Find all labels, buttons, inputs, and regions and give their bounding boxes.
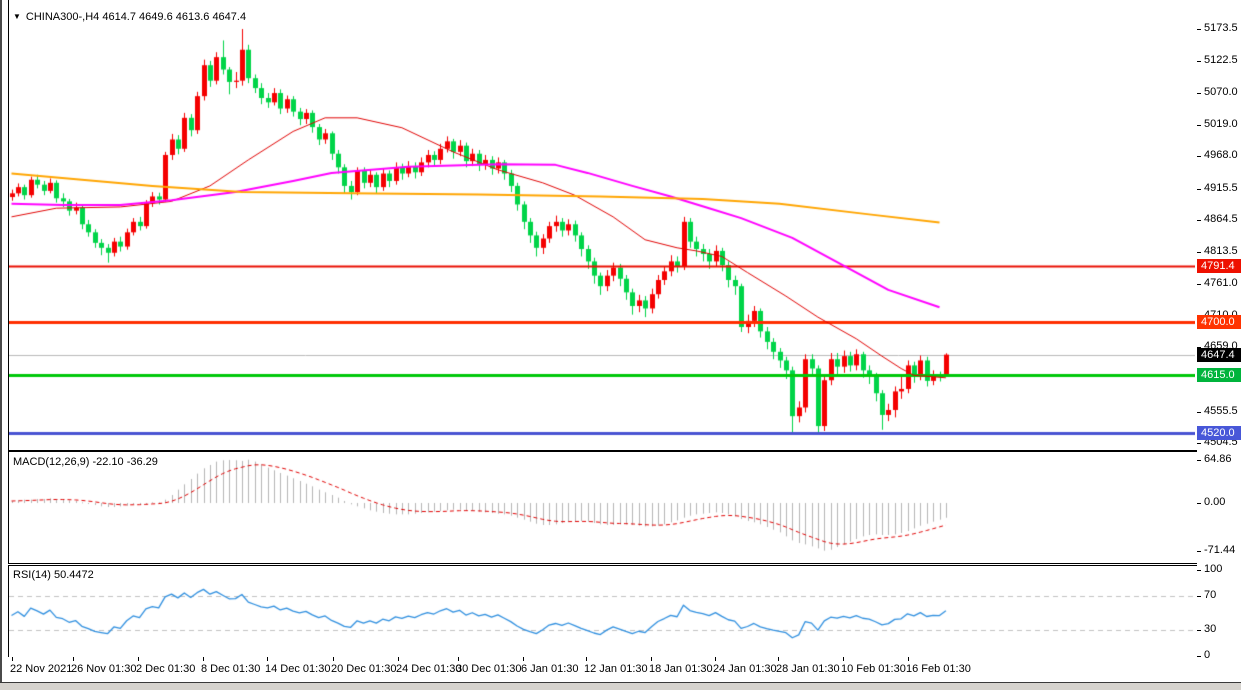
axis-tick (1197, 551, 1201, 552)
time-axis-tick (843, 657, 844, 661)
axis-tick (1197, 630, 1201, 631)
time-axis-tick (203, 657, 204, 661)
axis-label: 5122.5 (1204, 54, 1238, 66)
time-axis-tick (398, 657, 399, 661)
axis-tick (1197, 656, 1201, 657)
time-axis-tick (458, 657, 459, 661)
time-axis-label: 30 Dec 01:30 (456, 663, 522, 675)
axis-label: 4864.5 (1204, 213, 1238, 225)
time-axis-tick (523, 657, 524, 661)
macd-panel: MACD(12,26,9) -22.10 -36.29 (8, 451, 1198, 564)
rsi-panel: RSI(14) 50.4472 (8, 565, 1198, 658)
axis-tick (1197, 596, 1201, 597)
chart-title-text: CHINA300-,H4 4614.7 4649.6 4613.6 4647.4 (25, 11, 247, 23)
axis-label: 64.86 (1204, 453, 1232, 465)
time-axis-label: 16 Feb 01:30 (906, 663, 971, 675)
time-axis-label: 22 Nov 2021 (10, 663, 73, 675)
time-axis-tick (715, 657, 716, 661)
price-tag: 4615.0 (1197, 368, 1241, 382)
axis-tick (1197, 220, 1201, 221)
price-chart-panel: ▼ CHINA300-,H4 4614.7 4649.6 4613.6 4647.… (8, 0, 1198, 451)
time-axis-tick (908, 657, 909, 661)
axis-label: 4968.0 (1204, 149, 1238, 161)
axis-label: 4915.5 (1204, 182, 1238, 194)
axis-tick (1197, 189, 1201, 190)
axis-tick (1197, 156, 1201, 157)
time-axis-label: 24 Jan 01:30 (713, 663, 777, 675)
price-tag: 4700.0 (1197, 315, 1241, 329)
time-axis-label: 10 Feb 01:30 (841, 663, 906, 675)
window-bottom-strip (0, 682, 1241, 690)
axis-tick (1197, 412, 1201, 413)
price-chart-canvas[interactable] (9, 0, 1195, 448)
axis-label: 30 (1204, 623, 1217, 635)
time-axis[interactable]: 22 Nov 2021 26 Nov 01:30 2 Dec 01:30 8 Dec … (8, 657, 1197, 681)
time-axis-label: 8 Dec 01:30 (201, 663, 261, 675)
time-axis-label: 6 Jan 01:30 (521, 663, 579, 675)
macd-title: MACD(12,26,9) -22.10 -36.29 (13, 456, 158, 468)
macd-canvas[interactable] (9, 452, 1195, 561)
time-axis-tick (267, 657, 268, 661)
time-axis-label: 18 Jan 01:30 (649, 663, 713, 675)
price-tag: 4520.0 (1197, 426, 1241, 440)
axis-label: 4761.0 (1204, 277, 1238, 289)
time-axis-label: 12 Jan 01:30 (584, 663, 648, 675)
axis-label: 5019.0 (1204, 118, 1238, 130)
axis-label: 100 (1204, 563, 1223, 575)
time-axis-tick (73, 657, 74, 661)
axis-label: 5173.5 (1204, 22, 1238, 34)
rsi-canvas[interactable] (9, 566, 1195, 655)
time-axis-label: 26 Nov 01:30 (71, 663, 137, 675)
time-axis-tick (778, 657, 779, 661)
time-axis-tick (138, 657, 139, 661)
axis-tick (1197, 125, 1201, 126)
time-axis-tick (12, 657, 13, 661)
axis-label: 4555.5 (1204, 405, 1238, 417)
price-tag: 4647.4 (1197, 348, 1241, 362)
time-axis-label: 20 Dec 01:30 (331, 663, 397, 675)
axis-tick (1197, 443, 1201, 444)
axis-tick (1197, 93, 1201, 94)
rsi-title: RSI(14) 50.4472 (13, 569, 94, 581)
time-axis-tick (586, 657, 587, 661)
axis-tick (1197, 252, 1201, 253)
time-axis-label: 2 Dec 01:30 (136, 663, 196, 675)
time-axis-tick (333, 657, 334, 661)
axis-label: 0.00 (1204, 496, 1226, 508)
axis-label: 0 (1204, 649, 1211, 661)
chart-title: ▼ CHINA300-,H4 4614.7 4649.6 4613.6 4647.… (13, 11, 246, 23)
axis-tick (1197, 347, 1201, 348)
time-axis-label: 24 Dec 01:30 (396, 663, 462, 675)
time-axis-tick (651, 657, 652, 661)
axis-label: 70 (1204, 589, 1217, 601)
time-axis-label: 28 Jan 01:30 (776, 663, 840, 675)
axis-label: 4813.5 (1204, 245, 1238, 257)
axis-label: 5070.0 (1204, 86, 1238, 98)
time-axis-label: 14 Dec 01:30 (265, 663, 331, 675)
axis-tick (1197, 503, 1201, 504)
price-axis[interactable]: 5173.5 5122.5 5070.0 5019.0 4968.0 4915.5 4864… (1197, 0, 1241, 690)
axis-tick (1197, 61, 1201, 62)
axis-tick (1197, 29, 1201, 30)
window-left-border (0, 0, 2, 682)
price-tag: 4791.4 (1197, 259, 1241, 273)
symbol-dropdown-icon[interactable]: ▼ (13, 12, 21, 21)
axis-tick (1197, 570, 1201, 571)
axis-tick (1197, 284, 1201, 285)
axis-label: -71.44 (1204, 544, 1236, 556)
axis-tick (1197, 460, 1201, 461)
